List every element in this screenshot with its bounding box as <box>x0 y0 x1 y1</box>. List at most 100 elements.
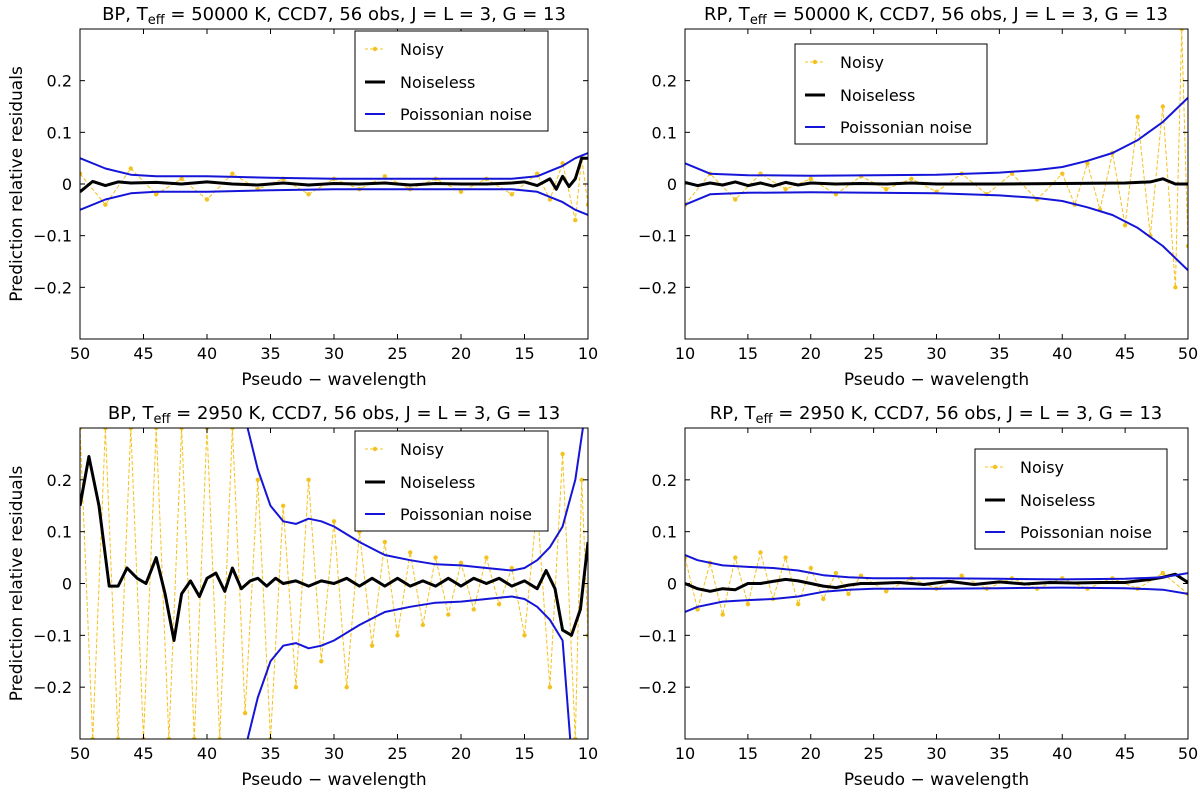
noisy-point <box>319 659 324 664</box>
x-tick-label: 30 <box>926 744 946 763</box>
noisy-point <box>90 736 95 739</box>
y-axis-label: Prediction relative residuals <box>7 466 27 702</box>
legend-frame <box>354 430 549 532</box>
poisson-upper-line <box>685 554 1188 581</box>
noisy-point <box>103 428 108 431</box>
x-tick-label: 40 <box>1052 744 1072 763</box>
x-tick-label: 20 <box>451 744 471 763</box>
noisy-point <box>128 166 133 171</box>
legend-entry-label: Poissonian noise <box>840 118 972 137</box>
noisy-point <box>1160 104 1166 109</box>
x-axis-label: Pseudo − wavelength <box>844 370 1029 390</box>
y-tick-label: 0.2 <box>47 72 72 91</box>
x-tick-label: 15 <box>738 344 758 363</box>
x-tick-label: 45 <box>133 744 153 763</box>
poisson-upper-line <box>246 428 584 572</box>
chart-panel-1: 50 45 40 35 30 25 20 15 10 0.2 0.1 0 −0.1 −0.2 BP, Tef… <box>7 4 598 390</box>
noisy-point <box>522 633 527 638</box>
noisy-point <box>884 589 889 594</box>
chart-panel-4: 10 15 20 25 30 35 40 45 50 0.2 0.1 0 −0.1 −0.2 RP, Tef… <box>638 403 1198 790</box>
chart-title-prefix: RP, T <box>704 4 751 25</box>
noisy-point <box>154 192 159 197</box>
noisy-point <box>80 428 83 431</box>
chart-title: RP, Teff = 50000 K, CCD7, 56 obs, J = L … <box>704 4 1168 28</box>
noisy-point <box>808 565 813 571</box>
x-tick-label: 10 <box>675 344 695 363</box>
legend-entry-label: Noisy <box>400 440 444 459</box>
legend-entry-label: Poissonian noise <box>400 505 532 524</box>
legend-entry-label: Noisy <box>1020 458 1064 477</box>
noisy-point <box>884 187 889 192</box>
noisy-point <box>471 607 476 612</box>
y-tick-label: 0 <box>667 175 677 194</box>
noisy-point <box>796 602 801 607</box>
x-tick-label: 35 <box>989 744 1009 763</box>
y-tick-label: 0 <box>62 175 72 194</box>
y-tick-label: 0.2 <box>652 471 677 490</box>
chart-title-subscript: eff <box>148 13 166 28</box>
legend-frame <box>354 30 549 132</box>
legend: Noisy Noiseless Poissonian noise <box>354 30 549 132</box>
legend-frame <box>794 43 988 145</box>
chart-title-subscript: eff <box>756 412 774 427</box>
noisy-point <box>1173 285 1178 290</box>
noiseless-series-line <box>80 156 588 193</box>
poisson-lower-line <box>80 188 588 216</box>
x-tick-label: 20 <box>801 344 821 363</box>
legend-entry-label: Noisy <box>400 40 444 59</box>
noisy-point <box>496 602 502 607</box>
chart-title-suffix: = 2950 K, CCD7, 56 obs, J = L = 3, G = 1… <box>170 403 560 424</box>
x-tick-label: 50 <box>1178 344 1198 363</box>
noisy-point <box>458 560 464 565</box>
noisy-point <box>909 176 914 181</box>
chart-title-suffix: = 2950 K, CCD7, 56 obs, J = L = 3, G = 1… <box>773 403 1163 424</box>
plot-data-area <box>685 550 1188 617</box>
legend-entry-label: Noiseless <box>400 73 475 92</box>
noisy-point <box>80 171 83 176</box>
x-tick-label: 25 <box>863 744 883 763</box>
noisy-point <box>1160 570 1166 576</box>
plot-data-area <box>685 29 1188 290</box>
legend-noisy-marker <box>372 446 378 452</box>
noisy-point <box>733 555 738 560</box>
noisy-point <box>573 218 578 223</box>
noiseless-series-line <box>685 177 1188 188</box>
noisy-point <box>395 633 400 638</box>
legend-entry-label: Poissonian noise <box>1020 523 1152 542</box>
x-axis-label: Pseudo − wavelength <box>241 770 426 790</box>
noisy-point <box>433 555 438 560</box>
noisy-point <box>382 174 387 179</box>
poisson-upper-line <box>685 96 1188 177</box>
noisy-point <box>733 197 738 202</box>
chart-title-prefix: RP, T <box>710 403 757 424</box>
y-tick-label: 0 <box>62 575 72 594</box>
noisy-point <box>103 202 108 207</box>
noisy-point <box>369 643 375 648</box>
y-tick-label: 0 <box>667 575 677 594</box>
noisy-point <box>833 570 839 576</box>
noisy-point <box>573 736 578 739</box>
noisy-point <box>509 192 514 197</box>
noisy-point <box>331 519 337 524</box>
x-tick-label: 30 <box>324 744 344 763</box>
x-tick-label: 45 <box>1115 744 1135 763</box>
noisy-point <box>745 602 751 607</box>
noisy-point <box>758 550 763 555</box>
noisy-point <box>959 573 964 578</box>
noisy-point <box>821 596 826 602</box>
noisy-point <box>281 503 286 508</box>
chart-title-prefix: BP, T <box>108 403 155 424</box>
x-tick-label: 40 <box>197 744 217 763</box>
x-tick-label: 25 <box>863 344 883 363</box>
x-tick-label: 35 <box>260 744 280 763</box>
x-axis-label: Pseudo − wavelength <box>844 770 1029 790</box>
noisy-point <box>179 176 184 181</box>
noisy-series-line <box>80 158 588 221</box>
poisson-lower-line <box>246 595 572 739</box>
chart-title: RP, Teff = 2950 K, CCD7, 56 obs, J = L =… <box>710 403 1163 427</box>
chart-panel-2: 10 15 20 25 30 35 40 45 50 0.2 0.1 0 −0.1 −0.2 RP, Tef… <box>638 4 1198 390</box>
noisy-point <box>1085 161 1090 166</box>
legend-entry-label: Noisy <box>840 53 884 72</box>
noisy-point <box>306 477 311 482</box>
